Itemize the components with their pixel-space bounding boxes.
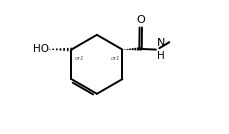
Text: H: H <box>156 51 164 61</box>
Text: O: O <box>136 15 144 25</box>
Text: or1: or1 <box>111 56 120 61</box>
Text: N: N <box>156 38 165 48</box>
Text: HO: HO <box>33 44 48 54</box>
Text: or1: or1 <box>74 56 84 61</box>
